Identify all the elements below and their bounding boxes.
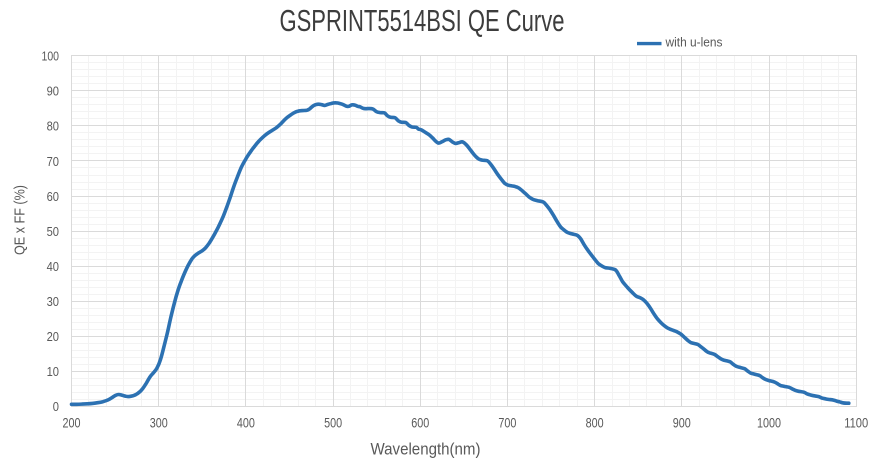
- svg-text:40: 40: [47, 259, 59, 274]
- svg-text:GSPRINT5514BSI QE Curve: GSPRINT5514BSI QE Curve: [280, 3, 565, 38]
- svg-text:70: 70: [47, 154, 59, 169]
- svg-text:800: 800: [586, 415, 604, 431]
- svg-text:30: 30: [47, 294, 59, 309]
- svg-text:20: 20: [47, 329, 59, 344]
- svg-text:100: 100: [42, 49, 60, 64]
- svg-text:1000: 1000: [757, 415, 781, 431]
- svg-text:0: 0: [53, 399, 59, 414]
- svg-text:10: 10: [47, 364, 59, 379]
- svg-text:900: 900: [673, 415, 691, 431]
- svg-text:50: 50: [47, 224, 59, 239]
- svg-text:400: 400: [237, 415, 255, 431]
- svg-text:80: 80: [47, 119, 59, 134]
- svg-text:300: 300: [150, 415, 168, 431]
- svg-text:90: 90: [47, 84, 59, 99]
- svg-text:500: 500: [324, 415, 342, 431]
- svg-text:1100: 1100: [844, 415, 868, 431]
- svg-text:200: 200: [63, 415, 81, 431]
- svg-text:with u-lens: with u-lens: [665, 34, 723, 49]
- svg-text:QE x FF (%): QE x FF (%): [12, 185, 29, 255]
- svg-text:600: 600: [411, 415, 429, 431]
- svg-text:700: 700: [498, 415, 516, 431]
- svg-text:Wavelength(nm): Wavelength(nm): [371, 439, 481, 458]
- svg-text:60: 60: [47, 189, 59, 204]
